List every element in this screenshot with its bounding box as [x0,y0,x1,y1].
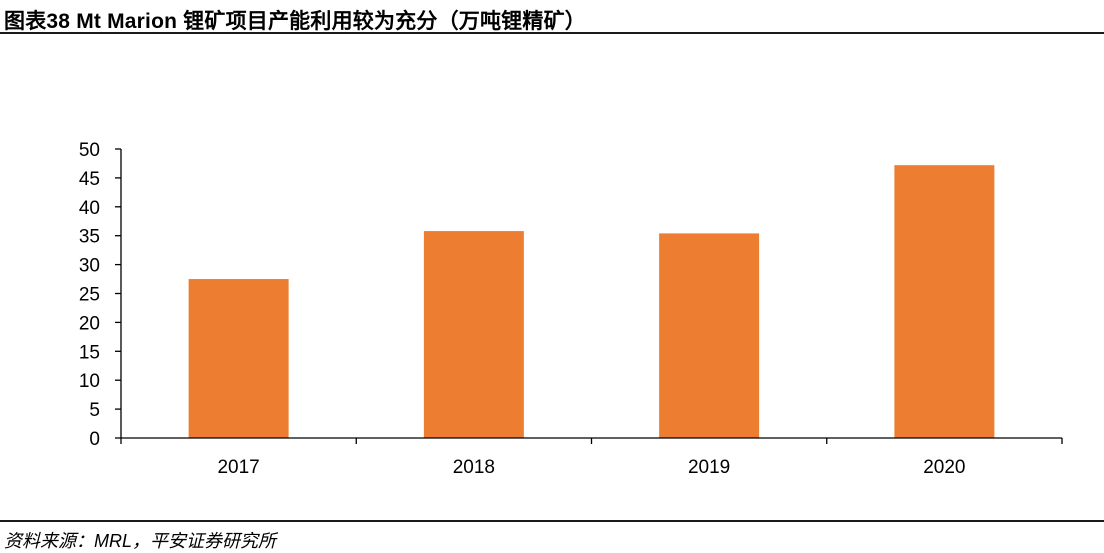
y-tick-label: 25 [79,285,100,306]
y-tick-label: 35 [79,227,100,248]
bar-chart: 0 5 10 15 20 25 30 35 40 45 50 2017 2018 2019 2020 [79,140,1063,478]
y-tick-label: 20 [79,313,100,334]
y-tick-label: 40 [79,198,100,219]
bar-series [188,165,995,438]
y-tick-label: 15 [79,342,100,363]
y-tick-label: 45 [79,169,100,190]
x-tick-label: 2017 [217,457,259,478]
y-tick-label: 50 [79,140,100,161]
x-tick-label: 2020 [923,457,965,478]
x-tick-label: 2019 [688,457,730,478]
chart-area: 0 5 10 15 20 25 30 35 40 45 50 2017 2018 2019 2020 [0,34,1104,520]
y-tick-label: 10 [79,371,100,392]
footer-divider [0,520,1104,522]
bar-2019 [659,233,760,438]
y-tick-label: 0 [89,429,100,450]
source-note: 资料来源：MRL，平安证券研究所 [4,531,277,551]
figure-header: 图表38 Mt Marion 锂矿项目产能利用较为充分（万吨锂精矿） [0,0,1104,34]
bar-2018 [423,231,524,438]
y-tick-label: 5 [89,400,100,421]
y-tick-label: 30 [79,256,100,277]
bar-2020 [894,165,995,438]
x-tick-label: 2018 [453,457,495,478]
y-axis-ticks: 0 5 10 15 20 25 30 35 40 45 50 [79,140,121,450]
x-axis-ticks: 2017 2018 2019 2020 [120,438,1063,478]
figure-title: 图表38 Mt Marion 锂矿项目产能利用较为充分（万吨锂精矿） [4,10,586,33]
bar-2017 [188,279,289,438]
